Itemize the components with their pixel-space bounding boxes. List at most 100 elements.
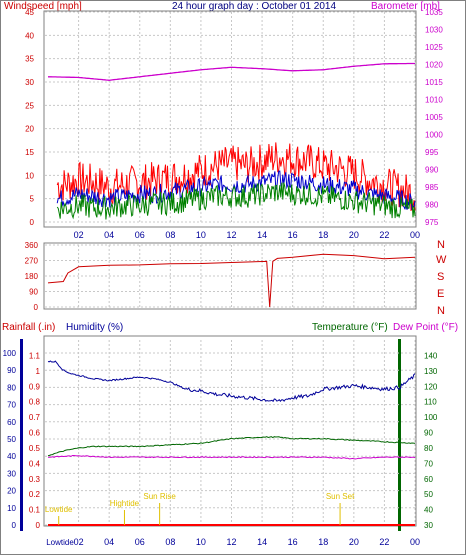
temp-tick-label: 30 [424,521,433,530]
bottom-x-tick-label: 06 [135,537,145,547]
dewpoint-line [48,455,416,460]
baro-tick-label: 1020 [425,61,443,70]
temp-tick-label: 90 [424,429,433,438]
wind-tick-label: 10 [25,171,34,180]
dir-tick-label: 90 [29,288,38,297]
bottom-x-tick-label: 16 [288,537,298,547]
wind-tick-label: 0 [30,218,35,227]
rain-tick-label: 0.1 [29,506,41,515]
dew-axis-title: Dew Point (°F) [393,322,458,333]
rain-tick-label: 1 [36,367,41,376]
temp-tick-label: 130 [424,367,438,376]
wind-x-tick-label: 16 [288,230,298,240]
humidity-tick-label: 60 [7,418,16,427]
wind-series [48,62,416,220]
wind-tick-label: 15 [25,148,34,157]
compass-n-top: N [437,239,445,251]
baro-tick-label: 1030 [425,26,443,35]
rain-tick-label: 0.9 [29,382,41,391]
temp-tick-label: 50 [424,490,433,499]
annotation-label: Sun Rise [143,492,176,501]
dir-tick-label: 360 [25,241,39,250]
wind-tick-label: 20 [25,125,34,134]
bottom-x-tick-label: 08 [165,537,175,547]
wind-x-tick-label: 12 [226,230,236,240]
temp-tick-label: 60 [424,475,433,484]
wind-series-line-2 [56,182,416,220]
humidity-plot-frame [43,335,417,527]
wind-tick-label: 5 [30,195,35,204]
wind-tick-label: 45 [25,8,34,17]
bottom-x-tick-label: 04 [104,537,114,547]
temp-tick-label: 110 [424,398,437,407]
page-title: 24 hour graph day : October 01 2014 [172,1,336,12]
humidity-axis-title: Humidity (%) [66,322,123,333]
rain-tick-label: 1.1 [29,351,41,360]
rain-tick-label: 0.8 [29,398,41,407]
baro-tick-label: 1010 [425,96,443,105]
temp-tick-label: 80 [424,444,433,453]
wind-x-ticks: 02 04 06 08 10 12 14 16 18 20 22 00 [74,230,420,240]
wind-tick-label: 35 [25,55,34,64]
compass-n-bottom: N [437,305,445,317]
humidity-tick-label: 50 [7,435,16,444]
wind-tick-label: 25 [25,101,34,110]
wind-grid [45,11,416,223]
rain-hum-y-ticks: 0 10 20 30 40 50 60 70 80 90 100 0 0.1 0.2 0.3 0.4 0.5 0.… [3,349,41,530]
dir-tick-label: 180 [25,272,39,281]
humidity-tick-label: 10 [7,504,16,513]
direction-panel: 0 90 180 270 360 N W S E N [25,239,447,317]
wind-x-tick-label: 14 [257,230,267,240]
compass-e: E [437,288,444,300]
baro-tick-label: 1015 [425,78,443,87]
wind-x-tick-label: 04 [104,230,114,240]
rain-tick-label: 0.3 [29,475,41,484]
temp-y-ticks: 30 40 50 60 70 80 90 100 110 120 130 140 [424,351,438,530]
temp-tick-label: 40 [424,506,433,515]
temp-axis-title: Temperature (°F) [312,322,388,333]
temp-tick-label: 120 [424,382,438,391]
humidity-tick-label: 20 [7,487,16,496]
wind-x-tick-label: 02 [74,230,84,240]
bottom-x-tick-label: 20 [349,537,359,547]
direction-grid [45,244,416,308]
baro-y-ticks: 975 980 985 990 995 1000 1005 1010 1015 1020 1025 1… [425,8,443,227]
bottom-x-tick-label: 14 [257,537,267,547]
rain-tick-label: 0.7 [29,413,41,422]
wind-x-tick-label: 00 [410,230,420,240]
humidity-series [47,360,416,526]
baro-tick-label: 1025 [425,43,443,52]
annotation-label: Sun Set [326,492,355,501]
rain-tick-label: 0.4 [29,459,41,468]
baro-line [48,62,415,81]
wind-series-line-1 [56,170,416,211]
bottom-x-tick-label: 00 [410,537,420,547]
humidity-tick-label: 100 [3,349,17,358]
direction-y-ticks: 0 90 180 270 360 [25,241,39,312]
bottom-x-ticks: 02 04 06 08 10 12 14 16 18 20 22 00 [74,537,420,547]
wind-axis-title: Windspeed [mph] [4,1,82,12]
humidity-tick-label: 80 [7,383,16,392]
humidity-tick-label: 0 [12,521,17,530]
humidity-axis-bar [20,339,23,531]
wind-x-tick-label: 22 [379,230,389,240]
wind-plot-frame [43,10,417,228]
baro-tick-label: 1035 [425,8,443,17]
rain-axis-title: Rainfall (.in) [2,322,55,333]
direction-series [47,253,416,308]
bottom-x-tick-label: 10 [196,537,206,547]
baro-tick-label: 995 [425,148,439,157]
wind-x-tick-label: 20 [349,230,359,240]
baro-tick-label: 980 [425,201,439,210]
rain-tick-label: 0.2 [29,490,41,499]
dir-tick-label: 270 [25,257,39,266]
humidity-tick-label: 30 [7,469,16,478]
annotation-label: Hightide [110,499,140,508]
temp-tick-label: 100 [424,413,438,422]
compass-s: S [437,271,444,283]
rain-tick-label: 0.6 [29,429,41,438]
bottom-x-tick-label: 18 [318,537,328,547]
wind-tick-label: 40 [25,31,34,40]
